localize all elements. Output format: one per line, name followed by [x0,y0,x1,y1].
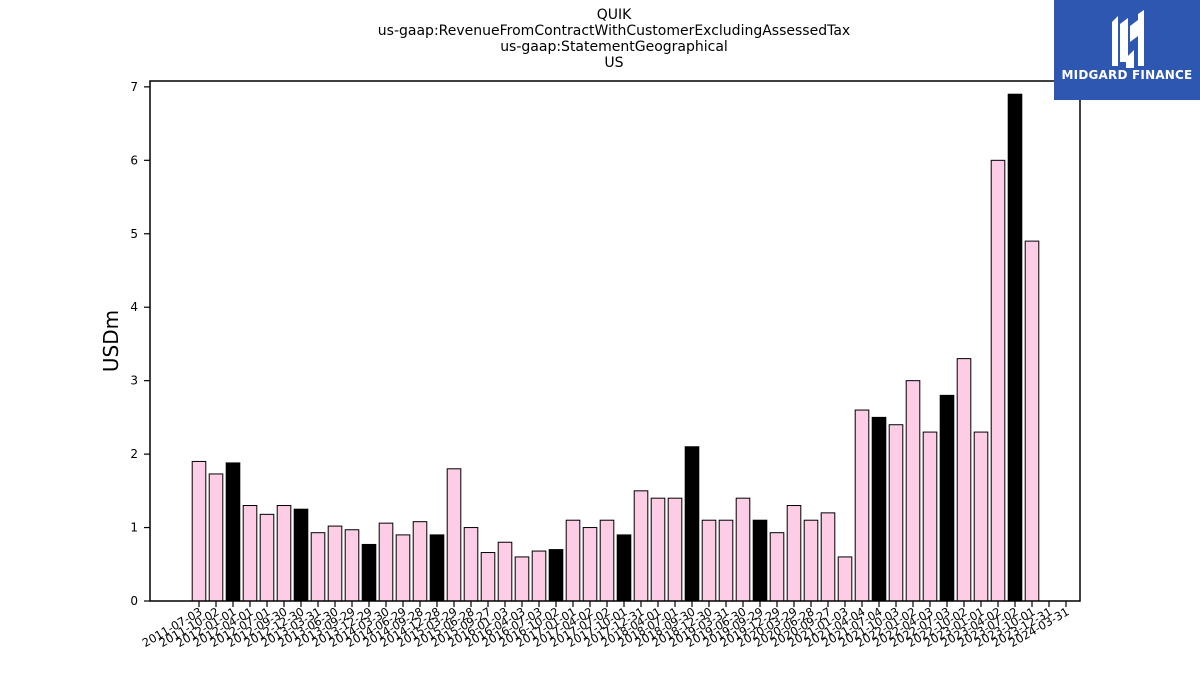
bar [939,394,955,602]
brand-logo: MIDGARD FINANCE [1054,0,1200,100]
bar [1024,240,1040,602]
bar [854,409,870,602]
bar [565,519,581,602]
y-tick-label: 4 [130,300,138,314]
chart-title-line-2: us-gaap:RevenueFromContractWithCustomerE… [377,23,851,39]
bar [837,556,853,602]
bar [1007,93,1023,602]
bar [446,468,462,602]
bar [786,505,802,602]
bar [871,416,887,602]
bar [650,497,666,602]
bar [395,534,411,602]
brand-name: MIDGARD FINANCE [1061,68,1193,82]
bar [599,519,615,602]
bar [327,525,343,602]
bar [191,460,207,602]
bar [480,552,496,602]
y-tick-label: 7 [130,80,138,94]
chart-title-line-4: US [604,55,624,71]
bar [412,521,428,602]
bar [514,556,530,602]
bar [735,497,751,602]
bar [803,519,819,602]
bar [429,534,445,602]
y-tick-label: 3 [130,374,138,388]
bar [276,505,292,602]
midgard-logo-icon [1112,10,1144,68]
bar [616,534,632,602]
y-tick-label: 5 [130,227,138,241]
chart-title-line-3: us-gaap:StatementGeographical [500,39,728,55]
bar [463,527,479,602]
y-tick-label: 1 [130,521,138,535]
bar [752,519,768,602]
bar [378,522,394,602]
bar [293,508,309,602]
bar [905,380,921,602]
bar [718,519,734,602]
bar [242,505,258,602]
bar [497,541,513,602]
y-tick-label: 0 [130,594,138,608]
bar [208,473,224,602]
y-tick-label: 6 [130,153,138,167]
bar [667,497,683,602]
bar [361,543,377,602]
bar [582,527,598,602]
bar [769,532,785,602]
y-axis-label: USDm [99,310,123,372]
bar [310,532,326,602]
bar [820,512,836,602]
bar [922,431,938,602]
bar [344,529,360,602]
bar [633,490,649,602]
bar [531,550,547,602]
bar [956,358,972,602]
y-tick-label: 2 [130,447,138,461]
bar [225,462,241,602]
bar [701,519,717,602]
bar [684,446,700,602]
bar [259,513,275,602]
chart-title-line-1: QUIK [596,7,632,23]
bar [990,159,1006,602]
bar [888,424,904,602]
plot-frame [149,80,1081,602]
bar [548,549,564,602]
bar [973,431,989,602]
